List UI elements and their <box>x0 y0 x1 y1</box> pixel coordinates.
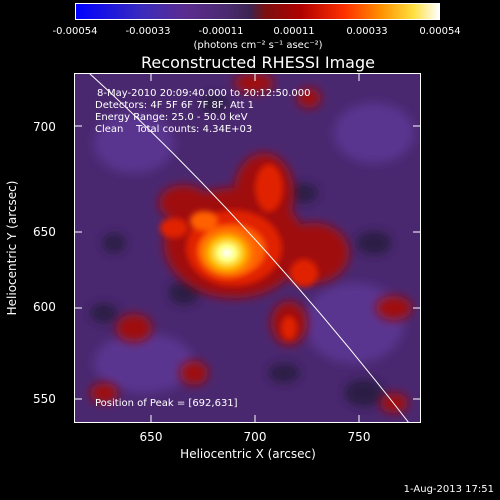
y-axis-label: Heliocentric Y (arcsec) <box>5 180 19 316</box>
x-axis-label: Heliocentric X (arcsec) <box>180 447 316 461</box>
datestamp: 1-Aug-2013 17:51 <box>403 484 494 495</box>
colorbar-tick-label: 0.00011 <box>273 26 315 37</box>
rhessi-image <box>74 73 421 423</box>
x-tick-label: 650 <box>139 430 163 444</box>
colorbar-tick-label: -0.00054 <box>52 26 98 37</box>
energy-range-label: Energy Range: 25.0 - 50.0 keV <box>95 112 248 123</box>
y-tick-label: 700 <box>33 120 56 134</box>
colorbar-units: (photons cm⁻² s⁻¹ asec⁻²) <box>193 40 323 51</box>
y-tick-label: 600 <box>33 300 56 314</box>
x-tick-label: 700 <box>243 430 267 444</box>
colorbar-tick-label: 0.00054 <box>419 26 461 37</box>
y-tick-label: 550 <box>33 392 56 406</box>
method-label: Clean Total counts: 4.34E+03 <box>95 124 253 135</box>
colorbar-tick-label: -0.00033 <box>125 26 171 37</box>
colorbar-tick-label: 0.00033 <box>346 26 388 37</box>
x-tick-label: 750 <box>347 430 371 444</box>
image-title: Reconstructed RHESSI Image <box>141 53 375 72</box>
colorbar-tick-label: -0.00011 <box>198 26 244 37</box>
colorbar <box>75 3 440 20</box>
time-range-label: 8-May-2010 20:09:40.000 to 20:12:50.000 <box>97 88 311 99</box>
peak-position-label: Position of Peak = [692,631] <box>95 398 238 409</box>
detectors-label: Detectors: 4F 5F 6F 7F 8F, Att 1 <box>95 100 255 111</box>
y-tick-label: 650 <box>33 225 56 239</box>
